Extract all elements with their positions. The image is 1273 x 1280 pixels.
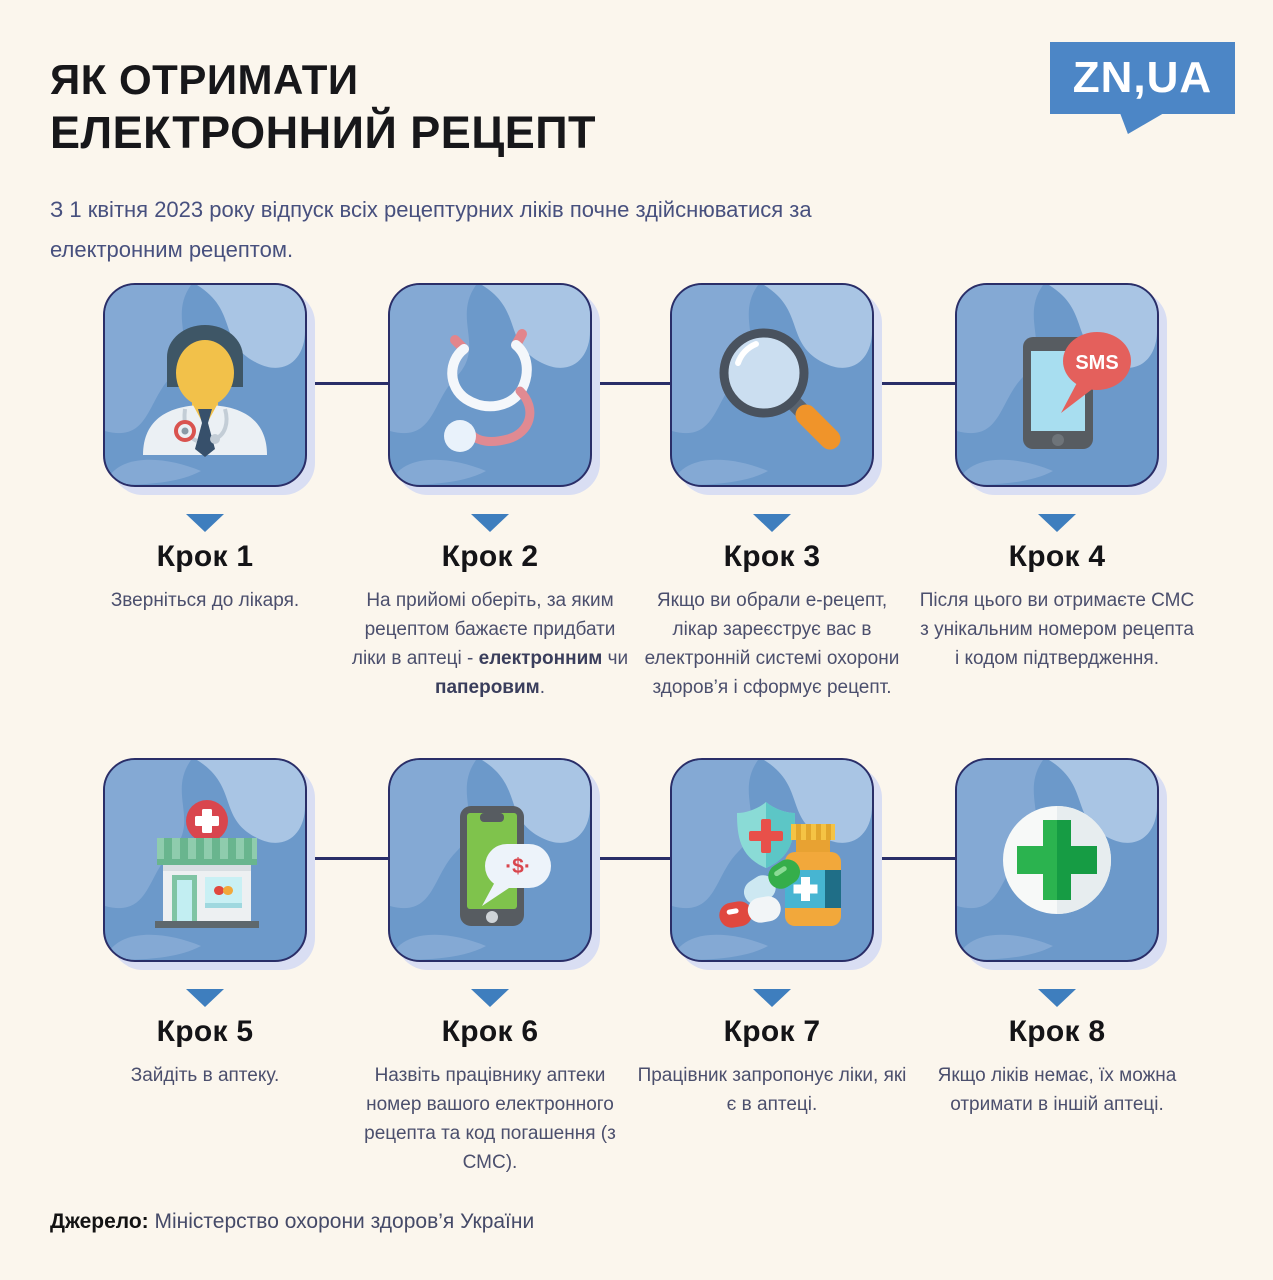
step-card: SMS <box>955 283 1159 487</box>
arrow-down-icon <box>1038 989 1076 1007</box>
step-label: Крок 4 <box>1008 540 1106 573</box>
step-description: Працівник запропонує ліки, які є в аптец… <box>637 1065 907 1115</box>
step-description: Якщо ліків немає, їх можна отримати в ін… <box>937 1065 1177 1115</box>
card-art: SMS <box>957 285 1157 485</box>
step-5: Крок 5 Зайдіть в аптеку. <box>65 758 345 1090</box>
arrow-down-icon <box>753 514 791 532</box>
step-description: Якщо ви обрали е-рецепт, лікар зареєстру… <box>644 590 900 698</box>
step-label: Крок 3 <box>723 540 821 573</box>
page-title: ЯК ОТРИМАТИ ЕЛЕКТРОННИЙ РЕЦЕПТ <box>50 55 596 159</box>
arrow-down-icon <box>753 989 791 1007</box>
step-card: ·$· <box>388 758 592 962</box>
step-6: ·$· Крок 6 Назвіть працівнику аптеки ном… <box>350 758 630 1177</box>
stethoscope-icon <box>444 329 535 452</box>
card-art: ·$· <box>390 760 590 960</box>
phone-payment-icon: ·$· <box>460 806 551 926</box>
source-line: Джерело: Міністерство охорони здоров’я У… <box>50 1210 534 1234</box>
step-label: Крок 1 <box>156 540 254 573</box>
step-label: Крок 2 <box>441 540 539 573</box>
connector-line <box>590 382 672 385</box>
step-label: Крок 6 <box>441 1015 539 1048</box>
step-label: Крок 7 <box>723 1015 821 1048</box>
connector-line <box>872 382 957 385</box>
arrow-down-icon <box>186 989 224 1007</box>
page-title-line1: ЯК ОТРИМАТИ <box>50 56 359 104</box>
step-description: Зайдіть в аптеку. <box>130 1065 280 1086</box>
step-card <box>103 283 307 487</box>
source-text: Міністерство охорони здоров’я України <box>154 1210 535 1233</box>
page-title-line2: ЕЛЕКТРОННИЙ РЕЦЕПТ <box>50 106 597 158</box>
magnifier-icon <box>719 328 841 450</box>
arrow-down-icon <box>471 514 509 532</box>
step-card <box>955 758 1159 962</box>
arrow-down-icon <box>471 989 509 1007</box>
payment-bubble-label: ·$· <box>505 855 531 878</box>
phone-sms-icon: SMS <box>1023 332 1131 449</box>
green-cross-icon <box>1003 806 1111 914</box>
step-3: Крок 3 Якщо ви обрали е-рецепт, лікар за… <box>632 283 912 702</box>
step-card <box>670 758 874 962</box>
step-1: Крок 1 Зверніться до лікаря. <box>65 283 345 615</box>
step-label: Крок 8 <box>1008 1015 1106 1048</box>
connector-line <box>590 857 672 860</box>
pharmacy-store-icon <box>155 800 259 928</box>
card-art <box>672 285 872 485</box>
step-8: Крок 8 Якщо ліків немає, їх можна отрима… <box>917 758 1197 1119</box>
red-capsule <box>719 896 781 928</box>
arrow-down-icon <box>1038 514 1076 532</box>
card-art <box>672 760 872 960</box>
step-7: Крок 7 Працівник запропонує ліки, які є … <box>632 758 912 1119</box>
step-description: Назвіть працівнику аптеки номер вашого е… <box>364 1065 616 1173</box>
connector-line <box>305 382 390 385</box>
doctor-icon <box>143 325 267 457</box>
znua-logo: ZN,UA <box>1050 42 1235 134</box>
connector-line <box>872 857 957 860</box>
step-description: Після цього ви отримаєте СМС з унікальни… <box>919 590 1195 669</box>
card-art <box>390 285 590 485</box>
step-2: Крок 2 На прийомі оберіть, за яким рецеп… <box>350 283 630 702</box>
step-card <box>388 283 592 487</box>
znua-logo-text: ZN,UA <box>1072 53 1213 102</box>
intro-text: З 1 квітня 2023 року відпуск всіх рецепт… <box>50 197 812 262</box>
step-card <box>103 758 307 962</box>
source-label: Джерело: <box>50 1210 149 1233</box>
step-description: На прийомі оберіть, за яким рецептом баж… <box>351 590 629 698</box>
arrow-down-icon <box>186 514 224 532</box>
step-description: Зверніться до лікаря. <box>110 590 300 611</box>
logo-speech-tail <box>1120 113 1164 134</box>
sms-bubble-label: SMS <box>1075 352 1118 374</box>
step-card <box>670 283 874 487</box>
window-capsule <box>214 886 233 895</box>
card-art <box>105 285 305 485</box>
medicines-icon <box>719 802 841 928</box>
step-4: SMS Крок 4 Після цього ви отримаєте СМС … <box>917 283 1197 673</box>
card-art <box>105 760 305 960</box>
card-art <box>957 760 1157 960</box>
step-label: Крок 5 <box>156 1015 254 1048</box>
connector-line <box>305 857 390 860</box>
